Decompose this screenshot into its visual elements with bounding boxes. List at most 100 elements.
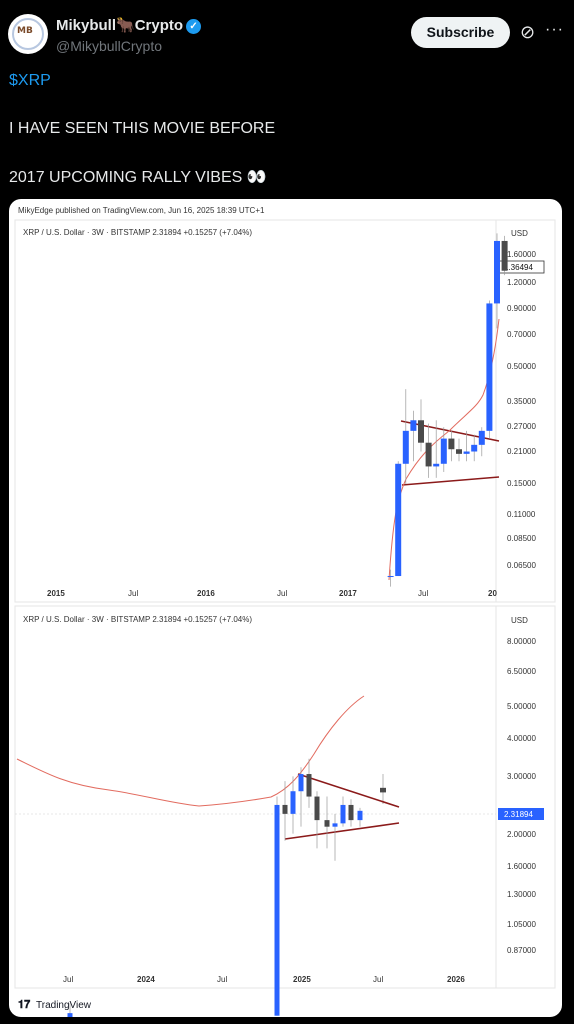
y-tick: 0.11000 <box>507 510 536 519</box>
x-tick: Jul <box>63 975 73 984</box>
candle-body <box>340 804 346 824</box>
tradingview-logo-icon: 𝟏𝟕 <box>18 999 31 1011</box>
candle-body <box>494 240 500 304</box>
candle-body <box>332 823 338 827</box>
tradingview-footer: 𝟏𝟕 TradingView <box>18 999 92 1011</box>
chart1-lower-trendline <box>401 476 500 486</box>
candle-body <box>486 303 493 431</box>
candle-body <box>274 804 280 1016</box>
x-tick: Jul <box>277 589 287 598</box>
chart2-title: XRP / U.S. Dollar · 3W · BITSTAMP 2.3189… <box>23 615 252 624</box>
x-tick: Jul <box>418 589 428 598</box>
candle-body <box>298 774 304 792</box>
candle-body <box>324 820 330 827</box>
chart2-last-price: 2.31894 <box>504 810 533 819</box>
y-tick: 8.00000 <box>507 637 536 646</box>
candle-body <box>463 451 470 454</box>
chart2-lower-trendline <box>284 822 400 840</box>
user-handle[interactable]: @MikybullCrypto <box>56 38 163 54</box>
y-tick: 5.00000 <box>507 702 536 711</box>
candle-body <box>425 442 432 467</box>
y-tick: 0.90000 <box>507 304 536 313</box>
x-tick: 2016 <box>197 589 215 598</box>
cashtag-link[interactable]: $XRP <box>9 72 51 89</box>
y-tick: 1.30000 <box>507 890 536 899</box>
candle-body <box>433 463 440 467</box>
chart2-currency: USD <box>511 616 528 625</box>
x-tick: 2017 <box>339 589 357 598</box>
y-tick: 0.08500 <box>507 534 536 543</box>
candle-body <box>306 774 312 797</box>
y-tick: 0.70000 <box>507 330 536 339</box>
more-options-icon[interactable]: ··· <box>545 21 564 38</box>
chart2-frame <box>14 605 556 989</box>
y-tick: 0.87000 <box>507 946 536 955</box>
published-line: MikyEdge published on TradingView.com, J… <box>18 206 265 215</box>
chart2-upper-trendline <box>297 773 400 808</box>
chart2-y-ticks: 8.00000 6.50000 5.00000 4.00000 3.00000 … <box>507 637 536 955</box>
tradingview-chart-svg: MikyEdge published on TradingView.com, J… <box>14 206 556 1017</box>
x-tick: Jul <box>217 975 227 984</box>
chart1-last-price: 1.36494 <box>504 263 533 272</box>
x-tick: 2015 <box>47 589 65 598</box>
candle-body <box>387 576 394 578</box>
candle-body <box>282 804 288 814</box>
x-tick: 2026 <box>447 975 465 984</box>
chart2-candles <box>67 758 363 1017</box>
y-tick: 1.05000 <box>507 920 536 929</box>
candle-body <box>67 1013 73 1017</box>
x-tick: Jul <box>128 589 138 598</box>
candle-body <box>380 787 386 793</box>
y-tick: 0.15000 <box>507 479 536 488</box>
x-tick: 2024 <box>137 975 155 984</box>
bull-logo-icon: MB <box>17 26 33 36</box>
post-text-line2: 2017 UPCOMING RALLY VIBES 👀 <box>9 169 267 186</box>
chart1-frame <box>14 219 556 603</box>
chart-image[interactable]: MikyEdge published on TradingView.com, J… <box>9 199 562 1017</box>
y-tick: 0.50000 <box>507 362 536 371</box>
candle-body <box>471 444 478 452</box>
subscribe-button[interactable]: Subscribe <box>411 17 510 48</box>
candle-body <box>478 430 485 445</box>
bull-emoji-icon: 🐂 <box>116 17 135 34</box>
candle-body <box>501 240 508 271</box>
avatar-ring <box>12 18 44 50</box>
candle-body <box>440 438 447 464</box>
chart1-title: XRP / U.S. Dollar · 3W · BITSTAMP 2.3189… <box>23 228 252 237</box>
ticker-hashtag[interactable]: $XRP <box>9 72 51 90</box>
candle-body <box>348 804 354 821</box>
y-tick: 0.06500 <box>507 561 536 570</box>
y-tick: 4.00000 <box>507 734 536 743</box>
x-tick: Jul <box>373 975 383 984</box>
candle-body <box>448 438 455 450</box>
y-tick: 1.60000 <box>507 250 536 259</box>
verified-badge-icon: ✓ <box>186 19 202 34</box>
display-name[interactable]: Mikybull🐂Crypto ✓ <box>56 16 202 34</box>
y-tick: 0.27000 <box>507 422 536 431</box>
y-tick: 3.00000 <box>507 772 536 781</box>
y-tick: 1.20000 <box>507 278 536 287</box>
chart1-x-ticks: 2015 Jul 2016 Jul 2017 Jul 20 <box>47 589 497 598</box>
post-header: MB Mikybull🐂Crypto ✓ @MikybullCrypto Subs… <box>0 0 574 70</box>
grok-icon[interactable]: ⊘ <box>520 22 536 42</box>
x-tick: 20 <box>488 589 497 598</box>
y-tick: 0.21000 <box>507 447 536 456</box>
display-name-text: Mikybull <box>56 17 117 34</box>
candle-body <box>314 796 320 821</box>
chart2-last-price-box <box>498 808 544 820</box>
candle-body <box>456 449 462 454</box>
chart1-currency: USD <box>511 229 528 238</box>
avatar[interactable]: MB <box>8 14 48 54</box>
candle-body <box>357 810 363 821</box>
y-tick: 2.00000 <box>507 830 536 839</box>
chart1-y-ticks: 1.60000 1.20000 0.90000 0.70000 0.50000 … <box>507 250 536 570</box>
x-tick: 2025 <box>293 975 311 984</box>
y-tick: 6.50000 <box>507 667 536 676</box>
y-tick: 0.35000 <box>507 397 536 406</box>
tradingview-footer-label: TradingView <box>36 1000 92 1011</box>
candle-body <box>410 420 417 431</box>
chart2-x-ticks: Jul 2024 Jul 2025 Jul 2026 <box>63 975 465 984</box>
y-tick: 1.60000 <box>507 862 536 871</box>
candle-body <box>418 420 424 443</box>
candle-body <box>402 430 409 464</box>
